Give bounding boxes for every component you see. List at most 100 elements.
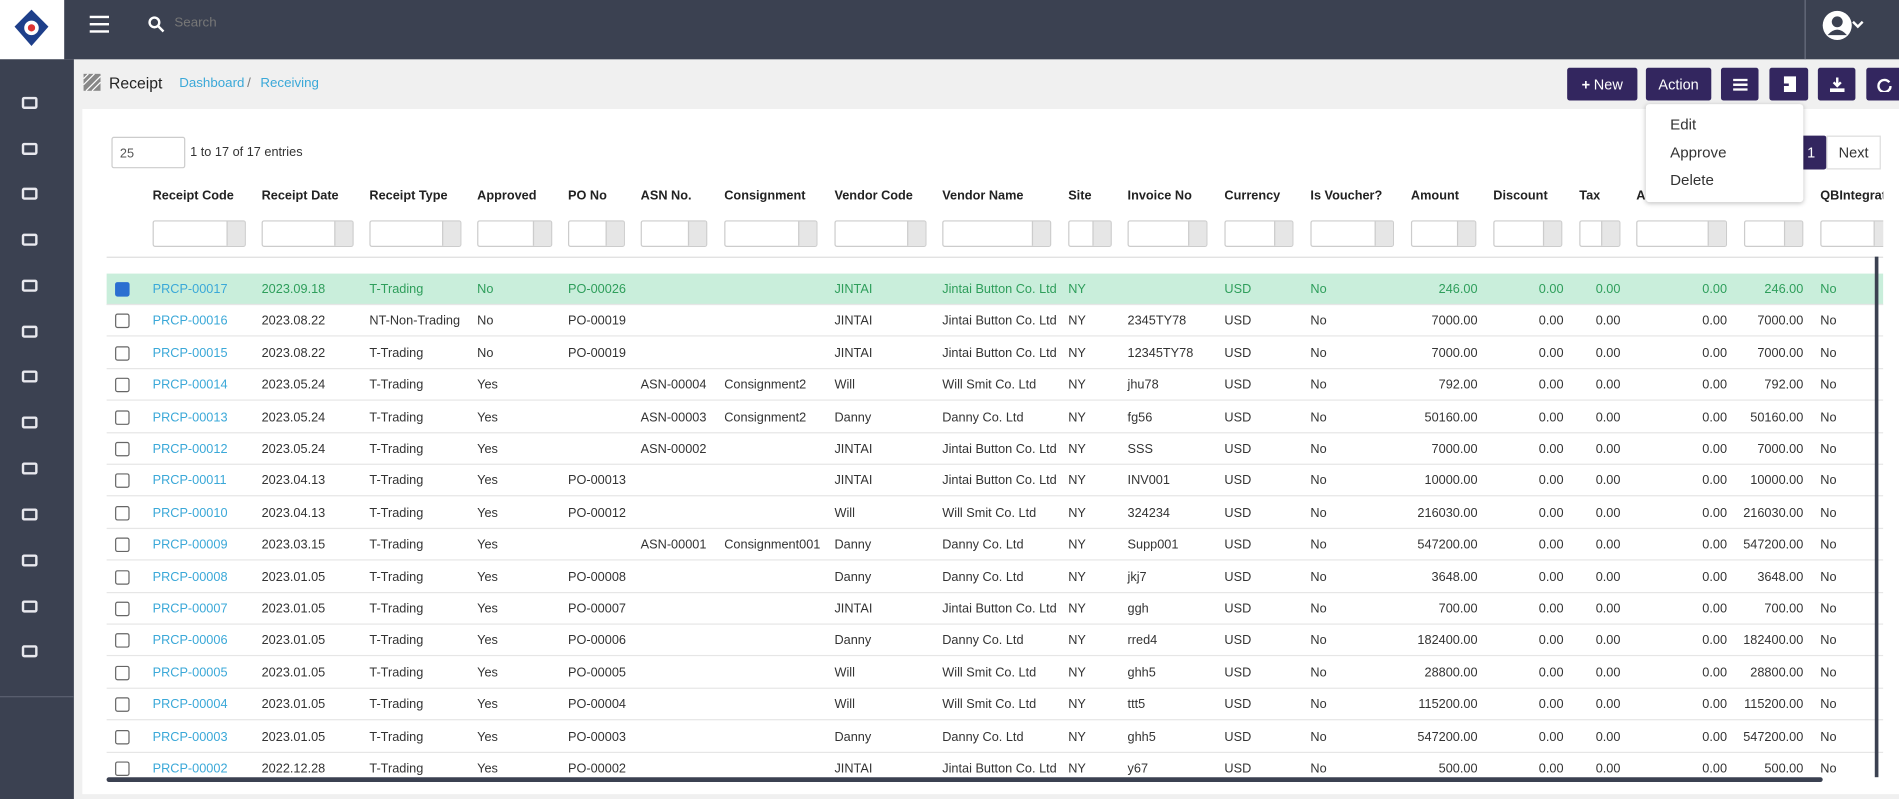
nav-icon[interactable] — [21, 645, 38, 658]
column-filter[interactable] — [1636, 220, 1728, 247]
filter-button[interactable] — [1031, 221, 1051, 246]
column-header[interactable]: A — [1636, 188, 1646, 204]
column-filter[interactable] — [369, 220, 462, 247]
nav-icon[interactable] — [21, 462, 38, 475]
filter-button[interactable] — [442, 221, 461, 246]
receipt-link[interactable]: PRCP-00012 — [152, 441, 228, 457]
receipt-link[interactable]: PRCP-00015 — [152, 345, 228, 361]
refresh-button[interactable] — [1866, 67, 1899, 101]
nav-icon[interactable] — [21, 142, 38, 155]
row-checkbox[interactable] — [115, 409, 130, 425]
column-filter[interactable] — [261, 220, 354, 247]
column-header[interactable]: Receipt Date — [261, 188, 339, 204]
page-size-select[interactable]: 25 — [111, 136, 186, 169]
column-header[interactable]: ASN No. — [640, 188, 692, 204]
table-row[interactable]: PRCP-00011 2023.04.13 T-Trading Yes PO-00013… — [106, 465, 1884, 497]
nav-icon[interactable] — [21, 187, 38, 200]
user-menu[interactable] — [1820, 8, 1871, 42]
column-filter[interactable] — [942, 220, 1052, 247]
column-header[interactable]: Currency — [1224, 188, 1281, 204]
filter-button[interactable] — [1542, 221, 1562, 246]
row-checkbox[interactable] — [115, 473, 130, 489]
menu-item[interactable]: Delete — [1670, 171, 1714, 189]
filter-button[interactable] — [226, 221, 245, 246]
nav-icon[interactable] — [21, 416, 38, 429]
table-row[interactable]: PRCP-00014 2023.05.24 T-Trading Yes ASN-0000… — [106, 369, 1884, 401]
nav-icon[interactable] — [21, 325, 38, 338]
filter-button[interactable] — [1456, 221, 1476, 246]
table-row[interactable]: PRCP-00013 2023.05.24 T-Trading Yes ASN-0000… — [106, 401, 1884, 433]
row-checkbox[interactable] — [115, 729, 130, 745]
receipt-link[interactable]: PRCP-00005 — [152, 665, 228, 681]
column-header[interactable]: Amount — [1410, 188, 1459, 204]
table-row[interactable]: PRCP-00005 2023.01.05 T-Trading Yes PO-00005… — [106, 657, 1884, 689]
receipt-link[interactable]: PRCP-00010 — [152, 505, 228, 521]
column-header[interactable]: Invoice No — [1127, 188, 1192, 204]
column-filter[interactable] — [1493, 220, 1563, 247]
menu-item[interactable]: Approve — [1670, 144, 1727, 162]
receipt-link[interactable]: PRCP-00016 — [152, 314, 228, 329]
filter-button[interactable] — [1274, 221, 1293, 246]
table-row[interactable]: PRCP-00007 2023.01.05 T-Trading Yes PO-00007… — [106, 593, 1884, 625]
filter-button[interactable] — [605, 221, 624, 246]
filter-button[interactable] — [1873, 221, 1884, 246]
row-checkbox[interactable] — [115, 314, 130, 329]
column-header[interactable]: Approved — [477, 188, 537, 204]
column-filter[interactable] — [1410, 220, 1477, 247]
vertical-scrollbar[interactable] — [1874, 256, 1879, 778]
next-button[interactable]: Next — [1826, 135, 1881, 170]
column-header[interactable]: Discount — [1493, 188, 1548, 204]
filter-button[interactable] — [334, 221, 353, 246]
table-row[interactable]: PRCP-00003 2023.01.05 T-Trading Yes PO-00003… — [106, 721, 1884, 753]
table-row[interactable]: PRCP-00009 2023.03.15 T-Trading Yes ASN-0000… — [106, 529, 1884, 561]
row-checkbox[interactable] — [115, 505, 130, 521]
receipt-link[interactable]: PRCP-00011 — [152, 473, 227, 489]
nav-icon[interactable] — [21, 600, 38, 613]
row-checkbox[interactable] — [115, 345, 130, 361]
column-header[interactable]: Consignment — [724, 188, 806, 204]
column-header[interactable]: Receipt Type — [369, 188, 448, 204]
table-row[interactable]: PRCP-00004 2023.01.05 T-Trading Yes PO-00004… — [106, 689, 1884, 721]
filter-button[interactable] — [1374, 221, 1393, 246]
row-checkbox[interactable] — [115, 441, 130, 457]
list-button[interactable] — [1720, 67, 1759, 101]
row-checkbox[interactable] — [115, 537, 130, 553]
column-header[interactable]: Is Voucher? — [1310, 188, 1383, 204]
row-checkbox[interactable] — [115, 665, 130, 681]
table-row[interactable]: PRCP-00010 2023.04.13 T-Trading Yes PO-00012… — [106, 497, 1884, 529]
receipt-link[interactable]: PRCP-00003 — [152, 729, 228, 745]
column-header[interactable]: PO No — [568, 188, 607, 204]
column-header[interactable]: QBIntegrati — [1820, 188, 1884, 204]
import-button[interactable] — [1769, 67, 1809, 101]
receipt-link[interactable]: PRCP-00002 — [152, 761, 228, 776]
filter-button[interactable] — [1783, 221, 1803, 246]
row-checkbox[interactable] — [115, 697, 130, 713]
column-header[interactable]: Receipt Code — [152, 188, 234, 204]
filter-button[interactable] — [907, 221, 926, 246]
filter-button[interactable] — [1188, 221, 1207, 246]
receipt-link[interactable]: PRCP-00004 — [152, 697, 228, 713]
receipt-link[interactable]: PRCP-00009 — [152, 537, 228, 553]
column-filter[interactable] — [640, 220, 708, 247]
column-filter[interactable] — [568, 220, 625, 247]
nav-icon[interactable] — [21, 508, 38, 521]
row-checkbox[interactable] — [115, 633, 130, 649]
column-filter[interactable] — [1310, 220, 1394, 247]
nav-icon[interactable] — [21, 554, 38, 567]
row-checkbox[interactable] — [115, 601, 130, 617]
table-row[interactable]: PRCP-00002 2022.12.28 T-Trading Yes PO-00002… — [106, 753, 1884, 784]
filter-button[interactable] — [1707, 221, 1726, 246]
search-input[interactable]: Search — [174, 15, 217, 31]
nav-icon[interactable] — [21, 233, 38, 246]
column-filter[interactable] — [152, 220, 246, 247]
receipt-link[interactable]: PRCP-00007 — [152, 601, 228, 617]
receipt-link[interactable]: PRCP-00013 — [152, 409, 228, 425]
receipt-link[interactable]: PRCP-00017 — [152, 282, 228, 297]
column-filter[interactable] — [724, 220, 818, 247]
logo[interactable] — [0, 0, 65, 60]
column-filter[interactable] — [1068, 220, 1112, 247]
receipt-link[interactable]: PRCP-00006 — [152, 633, 228, 649]
nav-icon[interactable] — [21, 96, 38, 109]
scrollbar[interactable] — [106, 777, 1823, 783]
action-button[interactable]: Action — [1645, 67, 1712, 101]
